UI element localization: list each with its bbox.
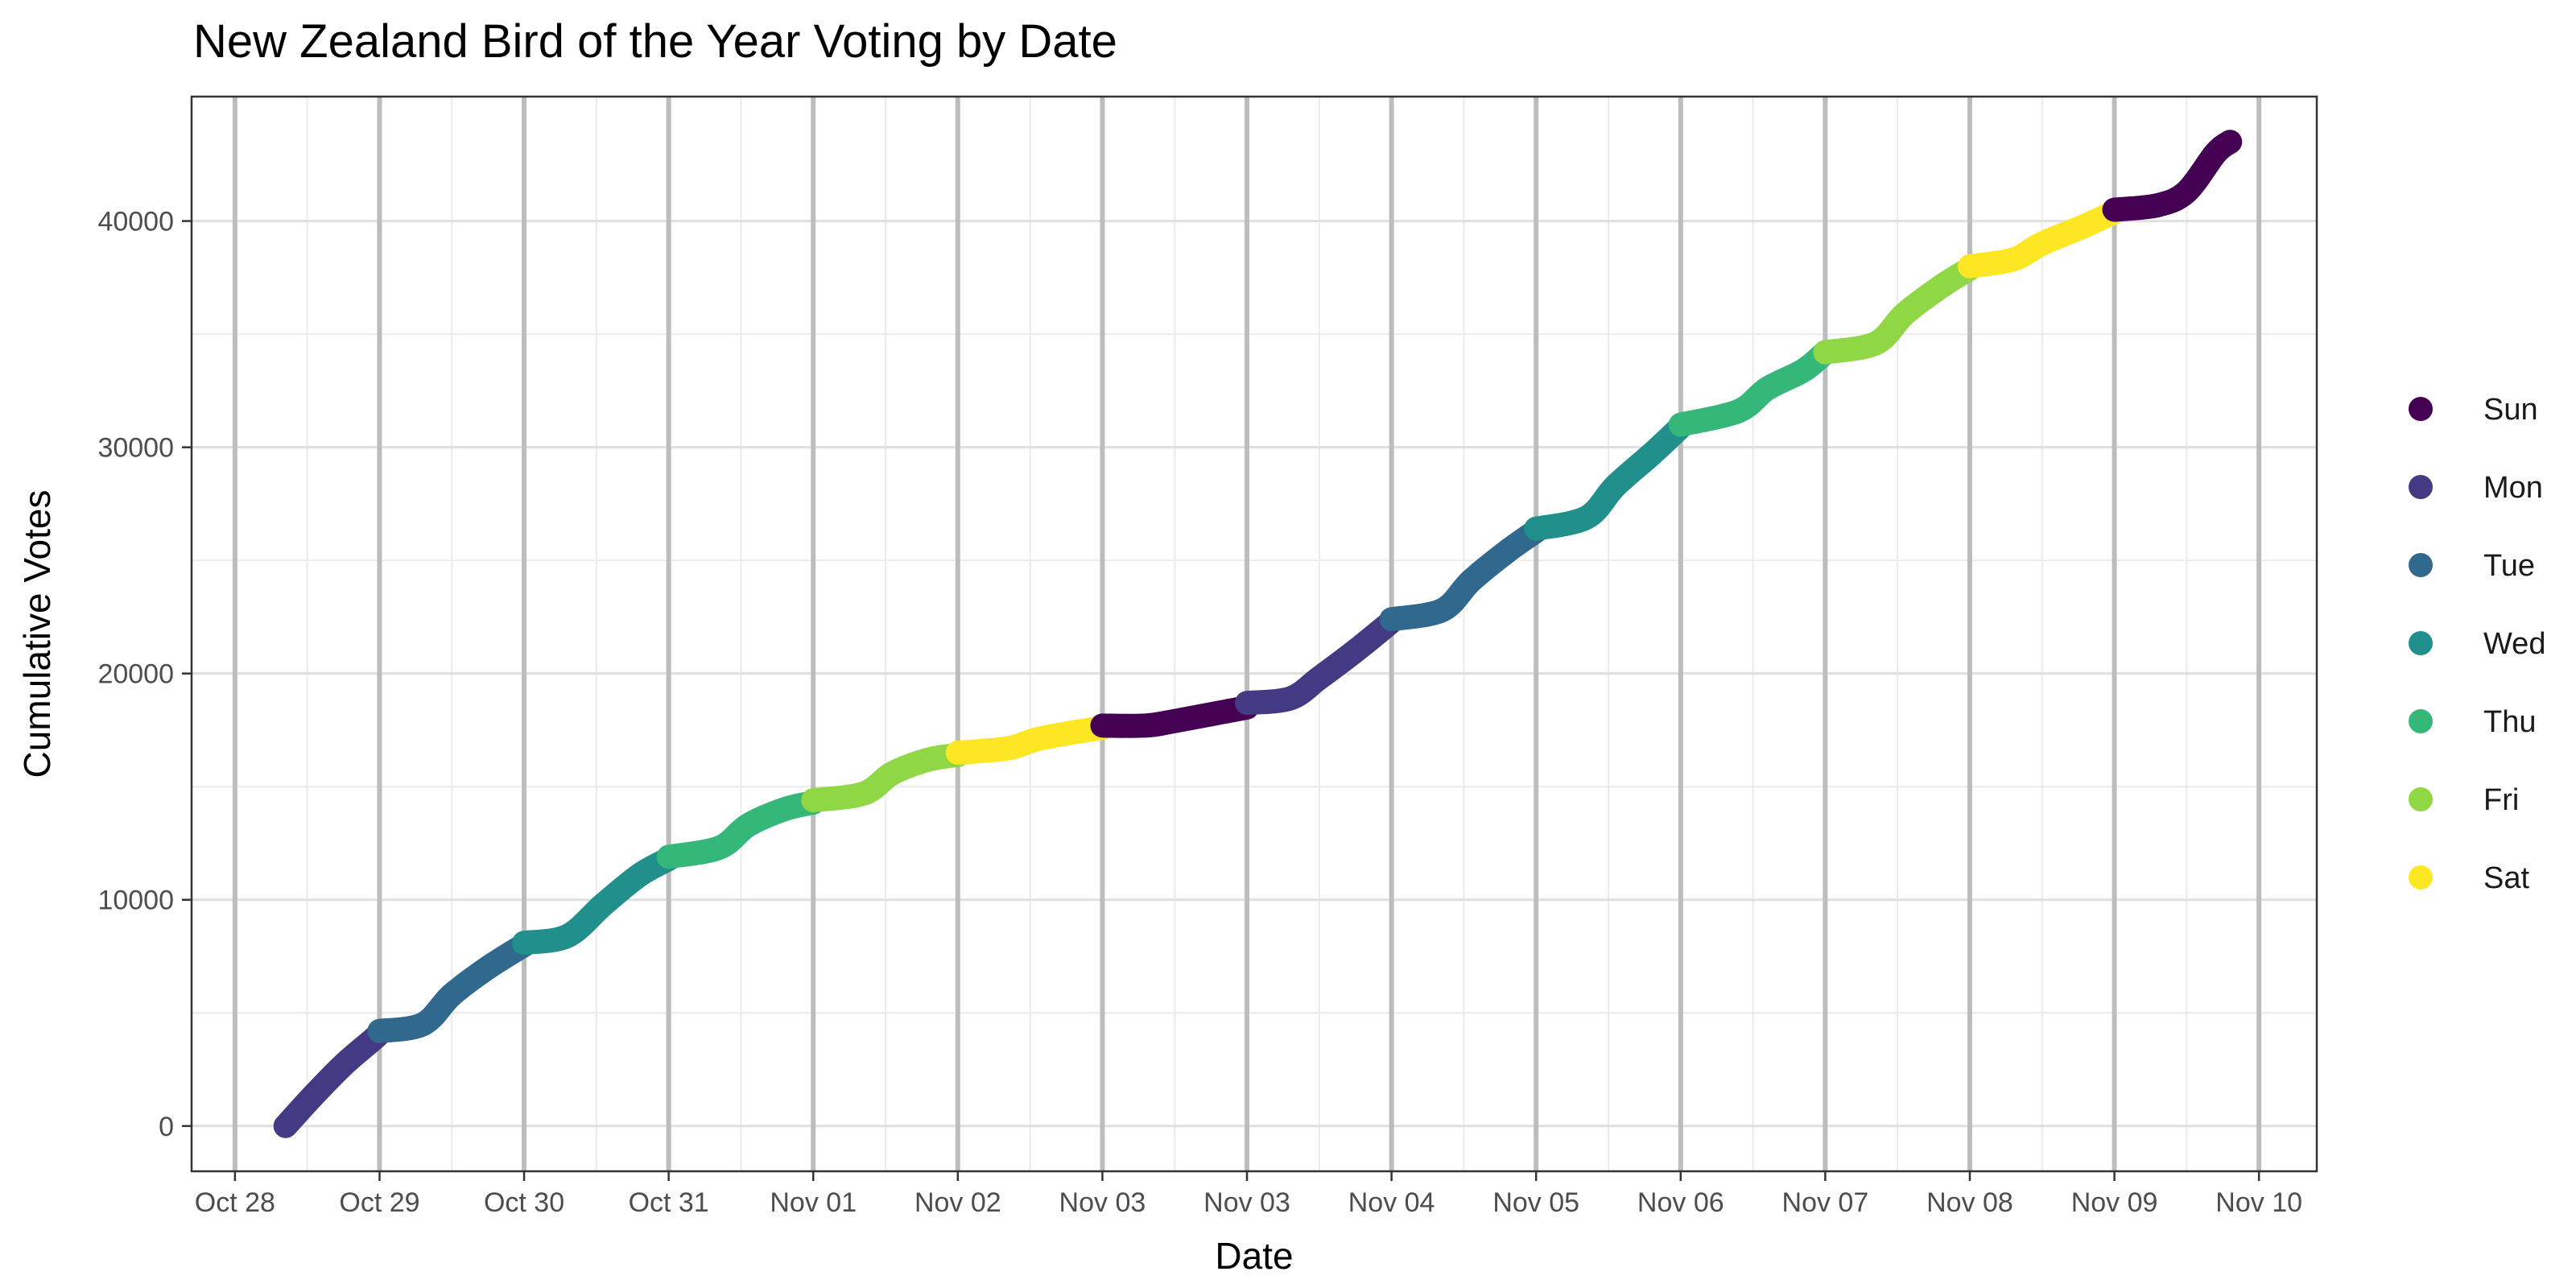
point-wed <box>1604 474 1627 497</box>
x-tick-label: Oct 28 <box>195 1187 275 1218</box>
point-tue <box>411 1013 435 1036</box>
point-wed <box>513 931 536 955</box>
point-tue <box>1380 608 1403 631</box>
legend-key-sat <box>2409 865 2433 890</box>
point-sat <box>997 737 1020 760</box>
chart-title: New Zealand Bird of the Year Voting by D… <box>193 15 1117 68</box>
legend-label-sat: Sat <box>2483 861 2529 895</box>
point-sat <box>1958 254 1981 278</box>
point-sat <box>2074 214 2097 237</box>
point-fri <box>1893 302 1917 325</box>
legend-key-wed <box>2409 631 2433 655</box>
point-mon <box>332 1053 355 1076</box>
point-mon <box>303 1083 326 1106</box>
legend-label-sun: Sun <box>2483 393 2538 427</box>
panel-border <box>190 95 2318 1173</box>
point-sun <box>1134 714 1158 737</box>
point-wed <box>555 924 579 947</box>
point-fri <box>1864 332 1888 355</box>
x-tick-label: Nov 03 <box>1059 1187 1146 1218</box>
y-tick-label: 10000 <box>97 886 174 916</box>
point-thu <box>737 813 760 836</box>
y-tick-label: 40000 <box>97 207 174 237</box>
point-sun <box>1091 714 1114 737</box>
legend-label-fri: Fri <box>2483 783 2519 817</box>
point-sun <box>2103 198 2126 221</box>
x-axis-title: Date <box>1215 1235 1293 1277</box>
x-tick-label: Nov 05 <box>1492 1187 1579 1218</box>
point-tue <box>1430 598 1454 621</box>
legend-label-mon: Mon <box>2483 471 2543 505</box>
point-wed <box>1640 443 1663 466</box>
point-sun <box>1163 709 1187 733</box>
point-mon <box>1307 667 1331 690</box>
legend-label-wed: Wed <box>2483 627 2545 661</box>
legend-key-mon <box>2409 475 2433 499</box>
point-fri <box>802 789 825 812</box>
data-series <box>273 130 2243 1138</box>
point-tue <box>1496 539 1519 563</box>
legend-key-fri <box>2409 787 2433 811</box>
x-tick-label: Nov 01 <box>770 1187 857 1218</box>
point-mon <box>1236 691 1259 715</box>
legend-label-tue: Tue <box>2483 549 2535 583</box>
major-gridlines <box>192 97 2317 1171</box>
axis-ticks: 0 10000 20000 30000 40000 Oct 28 Oct 29 Oct 30 O… <box>97 207 2302 1218</box>
point-sat <box>1026 728 1049 751</box>
point-thu <box>1669 413 1692 436</box>
point-thu <box>708 836 731 860</box>
point-fri <box>1814 341 1837 364</box>
x-tick-label: Nov 03 <box>1203 1187 1290 1218</box>
y-tick-label: 20000 <box>97 659 174 690</box>
series-line-sun <box>1090 695 1260 738</box>
y-tick-label: 0 <box>159 1112 174 1142</box>
x-tick-label: Nov 07 <box>1782 1187 1869 1218</box>
x-tick-label: Nov 04 <box>1348 1187 1435 1218</box>
legend: Sun Mon Tue Wed Thu Fri Sat <box>2409 393 2545 895</box>
point-thu <box>773 798 796 821</box>
point-thu <box>1727 399 1750 423</box>
point-sun <box>2219 130 2242 154</box>
point-wed <box>1525 517 1548 540</box>
point-mon <box>1344 639 1367 663</box>
point-fri <box>1930 275 1953 299</box>
point-mon <box>1278 687 1302 710</box>
point-wed <box>592 893 615 916</box>
point-tue <box>440 983 464 1006</box>
minor-gridlines <box>192 97 2317 1171</box>
point-wed <box>1575 506 1599 529</box>
point-sat <box>1062 720 1085 744</box>
point-fri <box>881 762 905 785</box>
point-mon <box>274 1114 297 1137</box>
point-sun <box>2175 180 2198 204</box>
point-wed <box>628 863 651 886</box>
x-tick-label: Oct 31 <box>629 1187 709 1218</box>
point-tue <box>1459 569 1483 592</box>
point-sat <box>946 741 969 765</box>
legend-key-thu <box>2409 709 2433 733</box>
point-sat <box>2001 248 2025 271</box>
x-tick-label: Nov 09 <box>2071 1187 2158 1218</box>
x-tick-label: Oct 29 <box>339 1187 419 1218</box>
legend-key-tue <box>2409 553 2433 577</box>
point-fri <box>917 748 940 771</box>
x-tick-label: Nov 10 <box>2215 1187 2302 1218</box>
legend-label-thu: Thu <box>2483 705 2536 739</box>
point-sun <box>2146 193 2169 217</box>
x-tick-label: Oct 30 <box>484 1187 564 1218</box>
legend-key-sun <box>2409 397 2433 421</box>
x-tick-label: Nov 06 <box>1637 1187 1724 1218</box>
point-thu <box>657 845 680 869</box>
point-fri <box>852 782 876 805</box>
point-thu <box>1792 359 1815 382</box>
y-tick-label: 30000 <box>97 433 174 464</box>
y-axis-title: Cumulative Votes <box>16 490 58 778</box>
point-tue <box>368 1019 391 1042</box>
x-tick-label: Nov 08 <box>1926 1187 2013 1218</box>
point-sat <box>2030 232 2054 255</box>
point-tue <box>477 956 500 980</box>
point-thu <box>1756 377 1779 400</box>
x-tick-label: Nov 02 <box>914 1187 1001 1218</box>
